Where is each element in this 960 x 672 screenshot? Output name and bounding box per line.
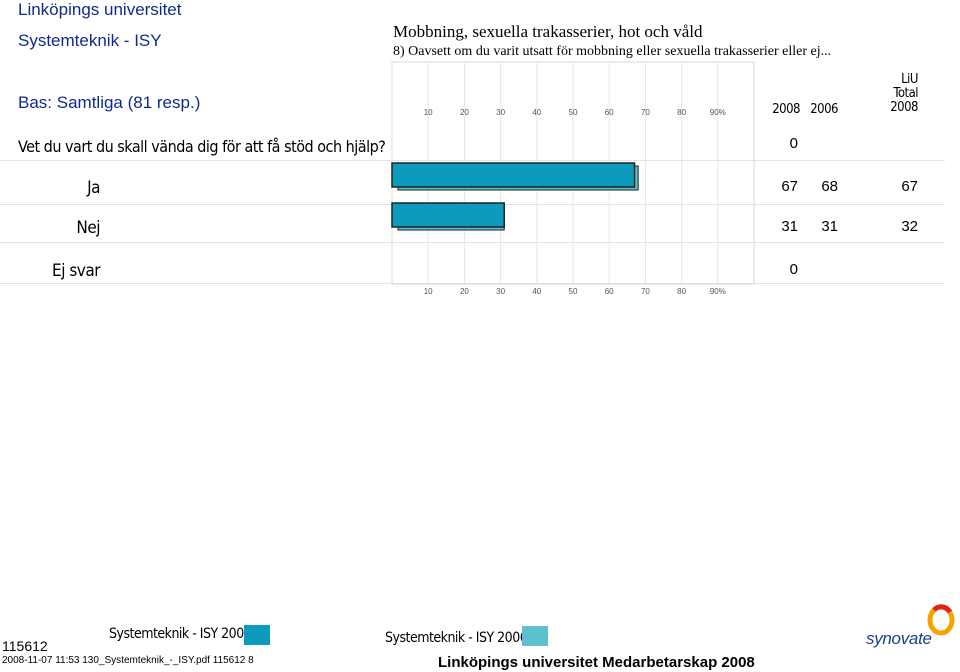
tick-label-top: 90%: [710, 108, 726, 117]
tick-label-top: 20: [460, 108, 469, 117]
column-header-2006: 2006: [810, 102, 838, 117]
value-ja-2006: 68: [821, 178, 838, 195]
value-ja-2008: 67: [781, 178, 798, 195]
tick-label-bottom: 70: [641, 287, 650, 296]
row-label-ja: Ja: [87, 178, 100, 198]
column-header-liu-total: LiU Total 2008: [870, 73, 918, 115]
row-label-ej-svar: Ej svar: [52, 261, 100, 281]
tick-label-bottom: 50: [569, 287, 578, 296]
legend-label-2008: Systemteknik - ISY 2008: [109, 626, 252, 642]
footer-file: 2008-11-07 11:53 130_Systemteknik_-_ISY.…: [2, 655, 254, 666]
value-nej-2008: 31: [781, 218, 798, 235]
footer-title: Linköpings universitet Medarbetarskap 20…: [438, 654, 755, 671]
tick-label-bottom: 20: [460, 287, 469, 296]
tick-label-bottom: 80: [677, 287, 686, 296]
tick-label-bottom: 60: [605, 287, 614, 296]
value-nej-liu: 32: [901, 218, 918, 235]
organization-name: Linköpings universitet: [18, 0, 182, 19]
tick-label-bottom: 10: [424, 287, 433, 296]
bar-chart: 10 10 20 20 30 30 40 40 50 50 60 60 70 70 80 80 90% 90%: [391, 61, 755, 296]
tick-label-top: 60: [605, 108, 614, 117]
base-label: Bas: Samtliga (81 resp.): [18, 93, 201, 112]
bar-2008-ja: [391, 162, 636, 188]
synovate-logo: synovate: [866, 629, 932, 648]
department-name: Systemteknik - ISY: [18, 31, 162, 50]
tick-label-top: 10: [424, 108, 433, 117]
tick-label-top: 30: [496, 108, 505, 117]
row-label-nej: Nej: [76, 218, 100, 238]
tick-label-top: 80: [677, 108, 686, 117]
row-separator: [0, 242, 945, 243]
legend-label-2006: Systemteknik - ISY 2006: [385, 630, 528, 646]
tick-label-top: 70: [641, 108, 650, 117]
legend-swatch-2008: [244, 625, 270, 645]
tick-label-top: 40: [532, 108, 541, 117]
question-row-value: 0: [789, 135, 798, 152]
tick-label-bottom: 40: [532, 287, 541, 296]
total-label: Total: [893, 86, 918, 101]
bar-2008-nej: [391, 202, 505, 228]
section-title: Mobbning, sexuella trakasserier, hot och…: [393, 22, 703, 41]
synovate-ring-icon: [927, 604, 955, 636]
liu-label: LiU: [901, 72, 918, 87]
question-subtitle: 8) Oavsett om du varit utsatt för mobbni…: [393, 44, 832, 59]
page-code: 115612: [2, 638, 48, 654]
tick-label-bottom: 90%: [710, 287, 726, 296]
year-label: 2008: [890, 100, 918, 115]
column-header-2008: 2008: [772, 102, 800, 117]
value-nej-2006: 31: [821, 218, 838, 235]
legend-swatch-2006: [522, 626, 548, 646]
value-ej-svar-2008: 0: [789, 261, 798, 278]
tick-label-top: 50: [569, 108, 578, 117]
question-text: Vet du vart du skall vända dig för att f…: [18, 137, 386, 156]
row-separator: [0, 160, 945, 161]
value-ja-liu: 67: [901, 178, 918, 195]
tick-label-bottom: 30: [496, 287, 505, 296]
